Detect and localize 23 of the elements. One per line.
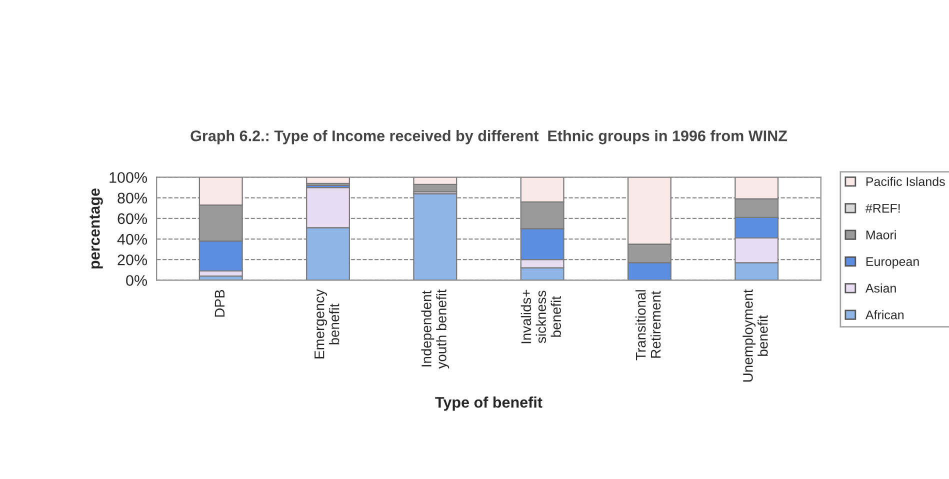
x-tick-label: DPB — [214, 290, 224, 317]
y-tick-label: 20% — [118, 254, 148, 266]
chart-title: Graph 6.2.: Type of Income received by different Ethnic groups in 1996 from WINZ — [190, 130, 787, 144]
x-axis-title: Type of benefit — [435, 396, 542, 411]
y-axis-title: percentage — [90, 188, 103, 268]
legend-label: Pacific Islands — [866, 176, 945, 186]
legend-label: Asian — [865, 283, 896, 293]
legend-label: Maori — [866, 230, 896, 240]
x-tick-label: Transitional Retirement — [636, 290, 661, 360]
y-tick-label: 60% — [118, 213, 148, 224]
y-tick-label: 40% — [117, 234, 148, 245]
x-tick-label: Independent youth benefit — [421, 289, 450, 369]
x-tick-label: Unemployment benefit — [742, 289, 768, 382]
y-tick-label: 0% — [126, 275, 148, 286]
legend-label: #REF! — [865, 204, 900, 213]
x-tick-label: Invalids+ sickness benefit — [520, 290, 561, 344]
x-tick-label: Emergency benefit — [314, 289, 340, 358]
y-tick-label: 100% — [110, 172, 148, 183]
legend-label: African — [865, 310, 904, 320]
legend-label: European — [866, 257, 919, 268]
y-tick-label: 80% — [118, 192, 148, 204]
bar — [306, 177, 350, 184]
bar — [413, 193, 458, 280]
